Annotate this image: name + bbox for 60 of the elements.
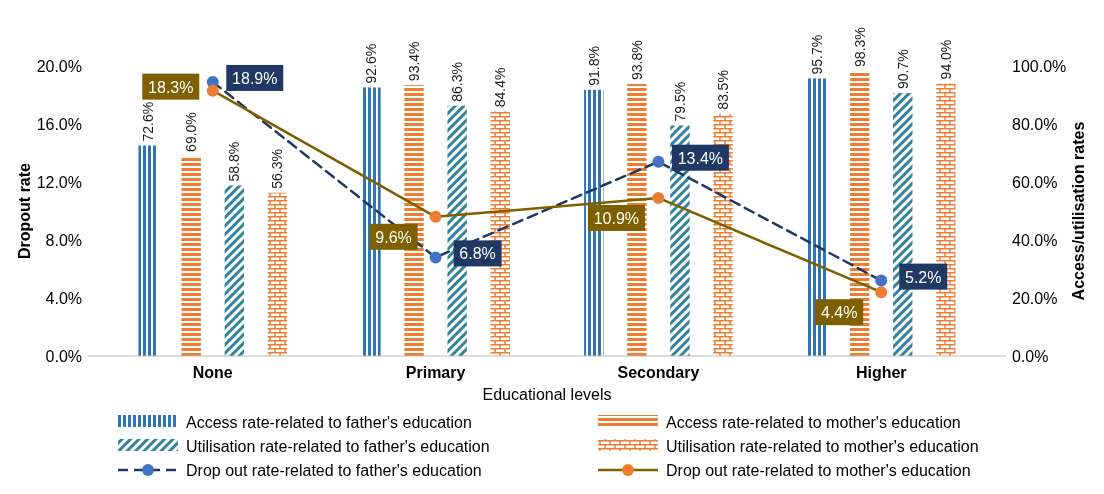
data-label: 93.4% (406, 41, 423, 82)
data-label: 72.6% (140, 101, 157, 142)
y-tick-label: 0.0% (45, 348, 82, 365)
data-label: 10.9% (593, 209, 640, 227)
legend-label: Access rate-related to father's education (186, 414, 472, 431)
point (875, 274, 888, 287)
y-tick-label: 12.0% (36, 174, 82, 191)
y2-axis-title: Access/utilisation rates (1070, 121, 1087, 301)
data-label: 6.8% (459, 245, 496, 263)
data-label: 5.2% (904, 268, 942, 286)
legend-label: Access rate-related to mother's education (666, 414, 961, 431)
point (206, 84, 219, 97)
data-label: 83.5% (715, 70, 732, 110)
y-axis-title: Dropout rate (16, 162, 33, 259)
legend-label: Drop out rate-related to father's education (186, 462, 482, 479)
data-label: 98.3% (851, 27, 868, 67)
point (652, 191, 665, 204)
bar (267, 192, 288, 356)
point (652, 155, 665, 168)
data-label: 69.0% (183, 112, 200, 152)
y-tick-label: 8.0% (45, 232, 82, 249)
bar (138, 145, 158, 356)
data-label: 58.8% (226, 141, 243, 182)
x-tick-label: None (192, 364, 233, 381)
data-label: 91.8% (585, 46, 602, 86)
y-tick-label: 4.0% (45, 290, 82, 307)
point (429, 210, 442, 223)
y-tick-label: 20.0% (36, 58, 82, 75)
data-label: 18.9% (232, 69, 278, 87)
bar (224, 185, 245, 356)
legend-label: Utilisation rate-related to father's education (186, 438, 490, 455)
y2-tick-label: 60.0% (1012, 174, 1058, 191)
point (429, 251, 442, 264)
x-axis-title: Educational levels (482, 386, 612, 403)
point (875, 286, 888, 299)
y2-tick-label: 40.0% (1012, 232, 1058, 249)
legend-label: Drop out rate-related to mother's education (666, 462, 971, 479)
y2-tick-label: 80.0% (1012, 116, 1058, 133)
y-tick-label: 16.0% (36, 116, 82, 133)
y2-tick-label: 0.0% (1012, 348, 1049, 365)
x-tick-label: Secondary (617, 364, 700, 381)
data-label: 95.7% (808, 34, 825, 75)
x-tick-label: Higher (855, 364, 907, 381)
data-label: 9.6% (375, 228, 412, 246)
data-label: 56.3% (269, 149, 286, 189)
data-label: 4.4% (820, 304, 858, 322)
data-label: 93.8% (628, 40, 645, 80)
data-label: 94.0% (937, 39, 954, 80)
data-label: 84.4% (492, 67, 509, 108)
data-label: 86.3% (449, 62, 466, 102)
data-label: 13.4% (677, 149, 724, 167)
data-label: 92.6% (362, 43, 379, 84)
legend-label: Utilisation rate-related to mother's education (666, 438, 979, 455)
x-tick-label: Primary (405, 364, 466, 381)
y2-tick-label: 20.0% (1012, 290, 1058, 307)
bar (181, 155, 201, 356)
y2-tick-label: 100.0% (1012, 58, 1067, 75)
data-label: 90.7% (894, 49, 911, 89)
data-label: 79.5% (671, 81, 688, 122)
data-label: 18.3% (148, 78, 194, 96)
